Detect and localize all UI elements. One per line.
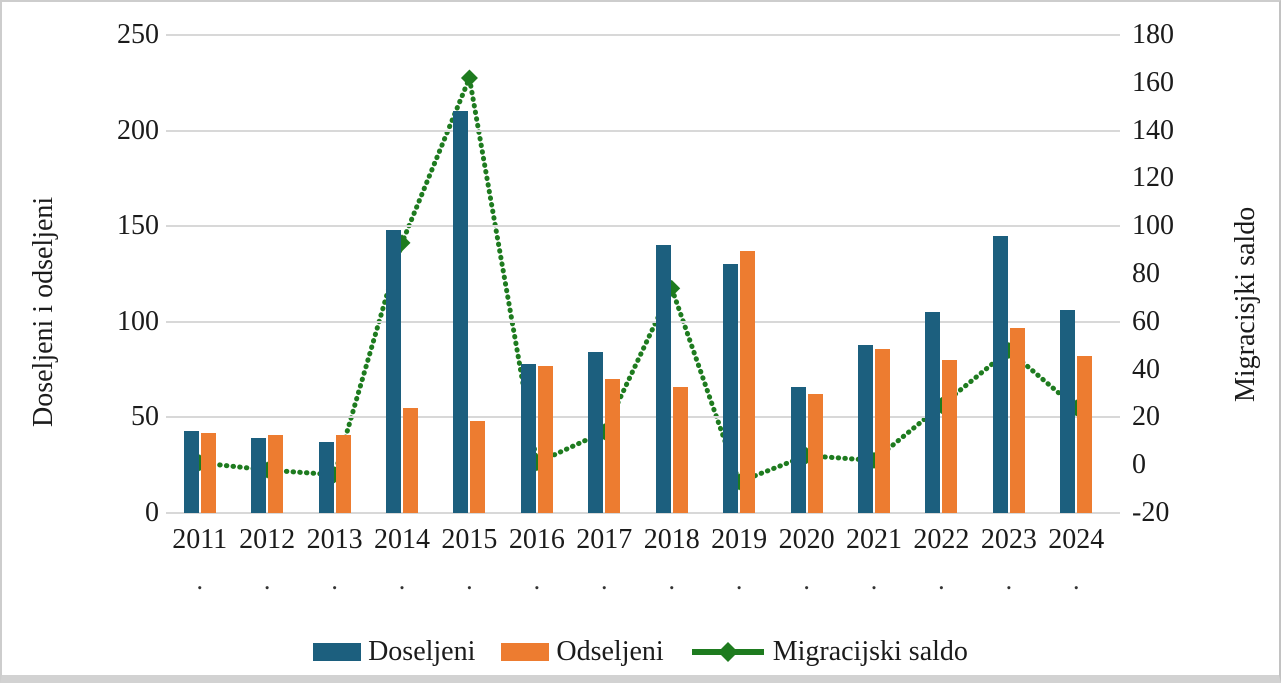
bar-doseljeni xyxy=(386,230,401,513)
x-axis-minor-tick-dot: . xyxy=(263,566,271,595)
bar-odseljeni xyxy=(875,348,890,513)
bar-doseljeni xyxy=(992,235,1008,513)
x-axis-minor-tick-dot: . xyxy=(870,566,878,595)
y-axis-right-tick-label: -20 xyxy=(1132,497,1170,528)
y-axis-right-tick-label: 20 xyxy=(1132,401,1160,433)
x-axis-minor-tick-dot: . xyxy=(735,566,743,595)
x-axis-tick-label: 2022 xyxy=(913,524,970,555)
bar-odseljeni xyxy=(740,251,756,513)
y-axis-right-tick-label: 180 xyxy=(1132,19,1174,50)
x-axis-minor-tick-dot: . xyxy=(331,566,338,595)
bar-doseljeni xyxy=(318,442,334,513)
bar-odseljeni xyxy=(605,379,621,513)
bar-doseljeni xyxy=(925,312,941,513)
gridline xyxy=(166,320,1120,323)
bar-odseljeni xyxy=(942,360,958,513)
x-axis-tick-label: 2012 xyxy=(239,524,296,555)
bar-odseljeni xyxy=(1009,327,1025,513)
gridline xyxy=(166,129,1120,132)
x-axis-tick-label: 2023 xyxy=(980,524,1037,555)
bar-doseljeni xyxy=(723,264,739,513)
x-axis-tick-label: 2019 xyxy=(711,524,768,555)
legend-label-odseljeni: Odseljeni xyxy=(556,636,664,667)
y-axis-left-tick-label: 150 xyxy=(117,210,159,242)
bar-doseljeni xyxy=(183,430,199,513)
x-axis-tick-label: 2021 xyxy=(846,524,902,555)
x-axis-minor-tick-dot: . xyxy=(1005,566,1013,595)
gridline xyxy=(166,34,1120,36)
x-axis-tick-label: 2018 xyxy=(643,524,700,555)
x-axis-tick-label: 2015 xyxy=(441,524,498,555)
y-axis-right-tick-label: 0 xyxy=(1132,449,1146,481)
bar-doseljeni xyxy=(453,111,469,513)
x-axis-minor-tick-dot: . xyxy=(533,566,541,595)
gridline xyxy=(166,225,1120,228)
x-axis-tick-label: 2013 xyxy=(306,524,363,555)
y-axis-right-tick-label: 120 xyxy=(1132,162,1174,194)
y-axis-left-tick-label: 0 xyxy=(145,497,159,528)
bar-doseljeni xyxy=(858,344,873,513)
x-axis-tick-label: 2017 xyxy=(576,524,633,555)
legend-swatch-odseljeni-icon xyxy=(501,643,550,661)
bar-doseljeni xyxy=(251,438,267,513)
y-axis-left-tick-label: 100 xyxy=(117,305,159,337)
x-axis-minor-tick-dot: . xyxy=(196,566,203,595)
legend-item-saldo: Migracijski saldo xyxy=(690,636,968,668)
bar-doseljeni xyxy=(520,363,536,513)
bar-doseljeni xyxy=(588,352,604,513)
bar-odseljeni xyxy=(672,386,688,513)
y-axis-left-tick-label: 250 xyxy=(117,19,159,50)
legend-line-marker-icon xyxy=(691,642,764,662)
x-axis-tick-label: 2014 xyxy=(374,524,430,555)
y-axis-left-tick-label: 50 xyxy=(131,401,159,433)
saldo-marker xyxy=(460,69,478,87)
x-axis-minor-tick-dot: . xyxy=(1073,566,1080,595)
legend-item-doseljeni: Doseljeni xyxy=(313,636,475,668)
legend: Doseljeni Odseljeni Migracijski saldo xyxy=(2,636,1279,668)
y-axis-right-tick-label: 80 xyxy=(1132,258,1160,289)
x-axis-tick-label: 2024 xyxy=(1048,524,1105,555)
x-axis-minor-tick-dot: . xyxy=(601,566,608,595)
bar-doseljeni xyxy=(1060,310,1076,513)
y-axis-right-tick-label: 100 xyxy=(1132,210,1174,242)
bar-odseljeni xyxy=(335,434,351,513)
x-axis-tick-label: 2016 xyxy=(508,524,565,555)
bar-odseljeni xyxy=(268,434,284,513)
y-axis-right-tick-label: 40 xyxy=(1132,353,1160,385)
bar-doseljeni xyxy=(790,386,806,513)
bar-odseljeni xyxy=(537,365,553,513)
bar-odseljeni xyxy=(807,394,823,513)
y-axis-right-tick-label: 160 xyxy=(1132,66,1174,98)
gridline xyxy=(166,416,1120,419)
x-axis-minor-tick-dot: . xyxy=(803,566,810,595)
x-axis-minor-tick-dot: . xyxy=(938,566,945,595)
y-axis-right-tick-label: 140 xyxy=(1132,114,1174,146)
legend-swatch-doseljeni-icon xyxy=(313,643,362,661)
x-axis-tick-label: 2011 xyxy=(172,524,228,555)
x-axis-tick-label: 2020 xyxy=(778,524,835,555)
bar-odseljeni xyxy=(470,421,486,513)
x-axis-minor-tick-dot: . xyxy=(668,566,675,595)
bar-odseljeni xyxy=(200,432,216,513)
legend-label-doseljeni: Doseljeni xyxy=(368,636,476,667)
bar-odseljeni xyxy=(1077,356,1093,513)
y-axis-right-tick-label: 60 xyxy=(1132,305,1160,337)
bar-odseljeni xyxy=(403,407,418,513)
legend-label-saldo: Migracijski saldo xyxy=(772,636,968,667)
legend-item-odseljeni: Odseljeni xyxy=(501,636,664,668)
bar-doseljeni xyxy=(655,245,671,513)
x-axis-minor-tick-dot: . xyxy=(398,566,406,595)
x-axis-minor-tick-dot: . xyxy=(466,566,473,595)
gridline xyxy=(166,512,1120,514)
y-axis-left-tick-label: 200 xyxy=(117,114,159,146)
